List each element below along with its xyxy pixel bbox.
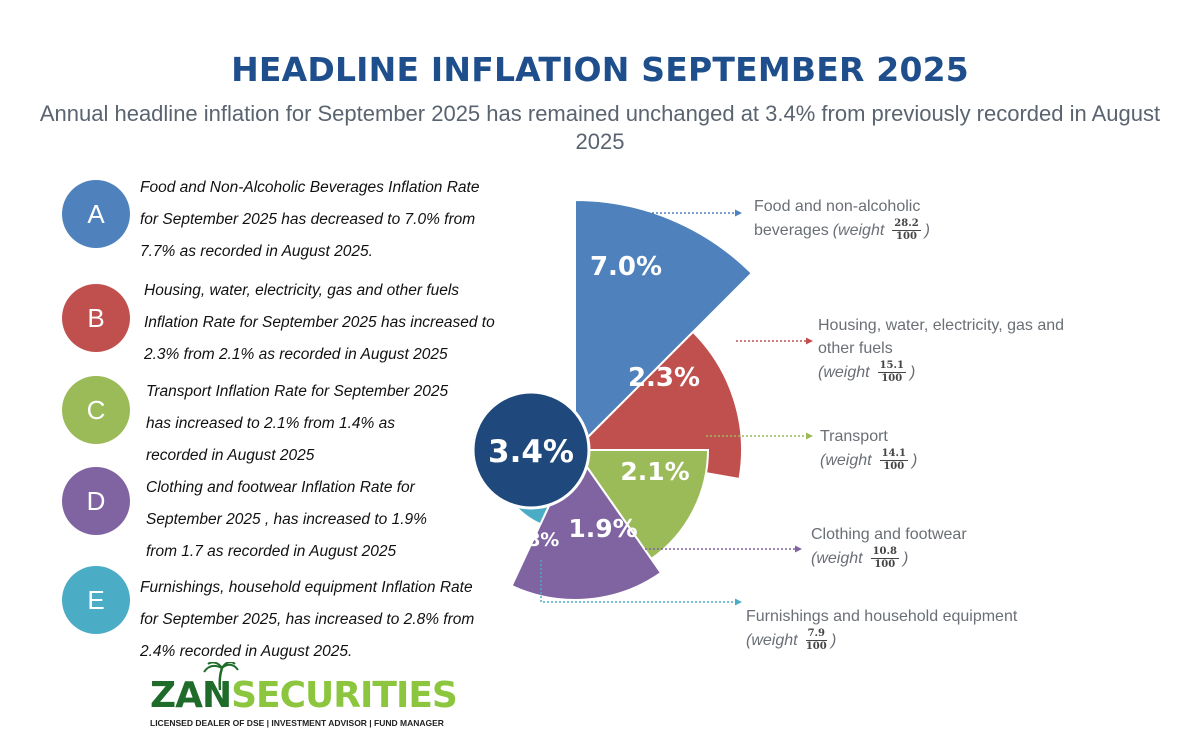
annotation-furnishings: Furnishings and household equipment (wei… [746, 608, 1018, 652]
wedge-label-furnishings: 2.8% [507, 529, 560, 551]
annotation-housing: Housing, water, electricity, gas and oth… [818, 317, 1065, 384]
item-e: E Furnishings, household equipment Infla… [62, 566, 532, 660]
annotation-clothing: Clothing and footwear (weight 10.8 100) [811, 526, 967, 570]
wedge-food [574, 198, 754, 453]
connector-arrow-food [735, 209, 742, 217]
item-d: D Clothing and footwear Inflation Rate f… [62, 466, 532, 560]
connector-arrow-clothing [795, 545, 802, 553]
wedge-label-clothing: 1.9% [568, 514, 637, 543]
zan-securities-logo: ZANSECURITIES LICENSED DEALER OF DSE | I… [150, 662, 458, 732]
wedge-clothing [510, 448, 663, 601]
center-label: 3.4% [488, 434, 574, 470]
wedge-housing [572, 330, 743, 481]
item-d-text: Clothing and footwear Inflation Rate for… [146, 479, 427, 560]
page-subtitle: Annual headline inflation for September … [39, 101, 1161, 154]
badge-d: D [62, 467, 130, 535]
connector-arrow-housing [806, 337, 813, 345]
wedge-label-food: 7.0% [590, 252, 662, 282]
logo-zan: ZAN [150, 675, 232, 716]
badge-e: E [62, 566, 130, 634]
logo-tagline: LICENSED DEALER OF DSE | INVESTMENT ADVI… [150, 718, 444, 728]
annotation-food: Food and non-alcoholic beverages (weight 2… [754, 198, 930, 242]
page-title: HEADLINE INFLATION SEPTEMBER 2025 [231, 50, 969, 89]
wedge-label-transport: 2.1% [620, 457, 689, 486]
connector-arrow-transport [806, 432, 813, 440]
item-c: C Transport Inflation Rate for September… [62, 373, 532, 464]
badge-a: A [62, 180, 130, 248]
item-b-text: Housing, water, electricity, gas and oth… [144, 282, 495, 363]
badge-c: C [62, 376, 130, 444]
annotation-transport: Transport (weight 14.1 100) [820, 428, 918, 472]
item-e-text: Furnishings, household equipment Inflati… [140, 579, 475, 660]
connector-furnishings [540, 560, 735, 603]
badge-b: B [62, 284, 130, 352]
palm-tree-icon [203, 662, 239, 691]
wedge-transport [573, 449, 710, 561]
wedge-label-housing: 2.3% [628, 363, 700, 393]
connector-arrow-furnishings [735, 598, 742, 606]
item-a-text: Food and Non-Alcoholic Beverages Inflati… [140, 179, 480, 260]
item-a: A Food and Non-Alcoholic Beverages Infla… [62, 176, 532, 260]
item-b: B Housing, water, electricity, gas and o… [62, 281, 532, 363]
center-circle [471, 390, 591, 510]
logo-securities: SECURITIES [231, 675, 458, 716]
item-c-text: Transport Inflation Rate for September 2… [146, 383, 449, 464]
